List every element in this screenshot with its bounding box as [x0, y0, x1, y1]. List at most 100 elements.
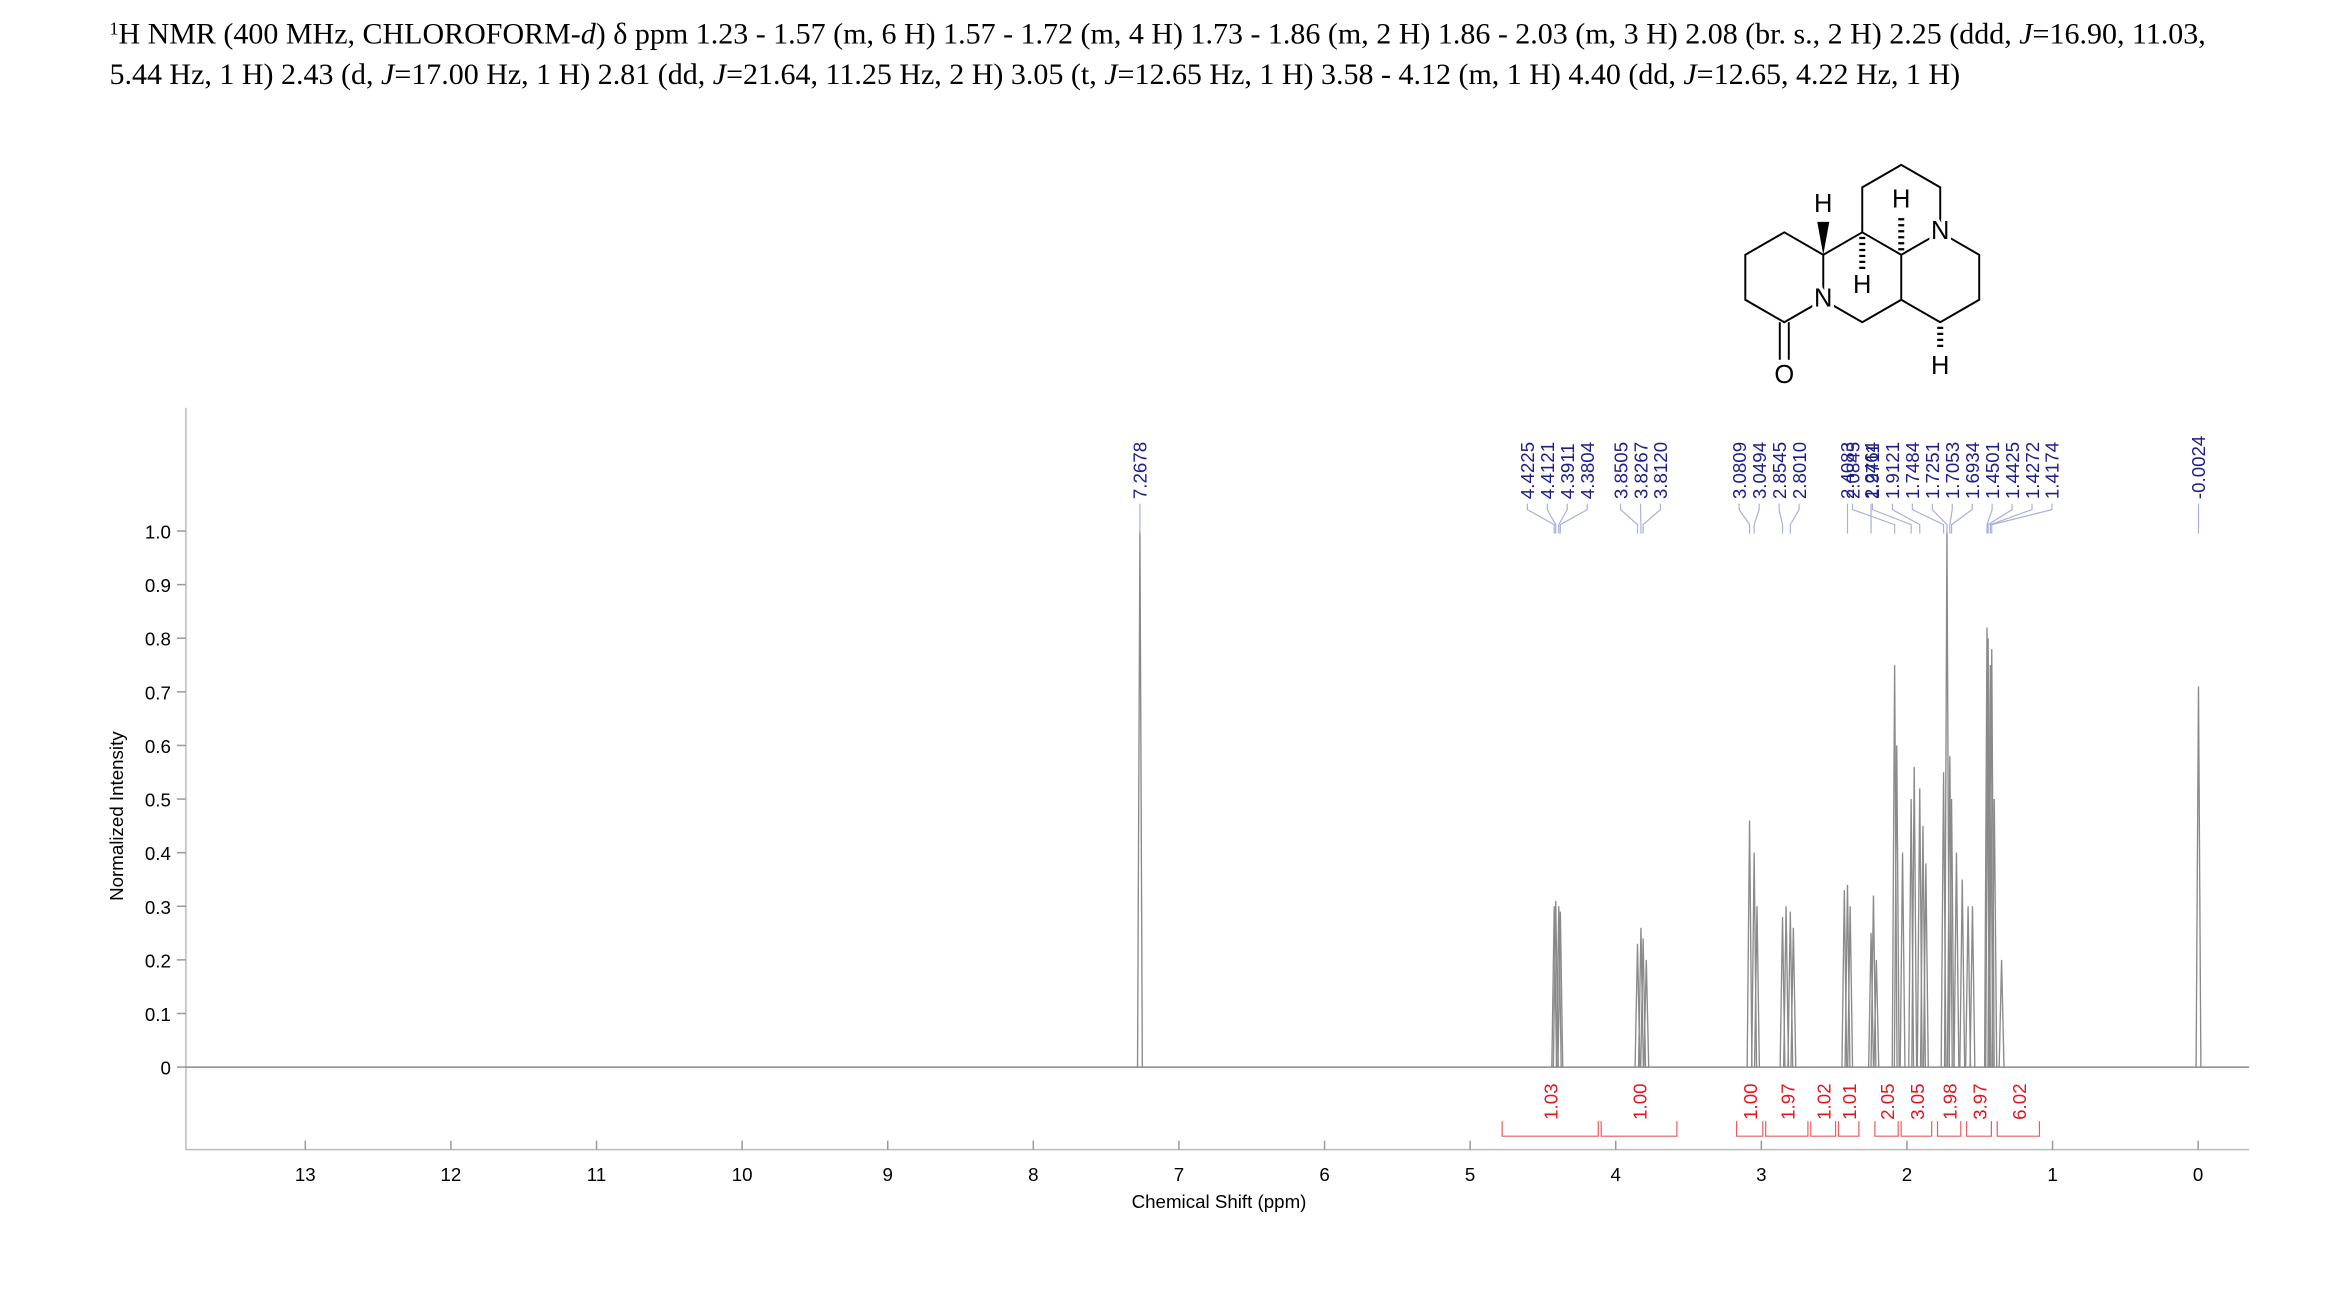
peak-label: 3.0494 [1749, 442, 1770, 499]
peak [1987, 665, 1994, 1068]
peak-label: 1.7053 [1942, 442, 1963, 499]
peak-connector [1871, 503, 1912, 534]
integral-label: 1.02 [1814, 1083, 1835, 1119]
x-tick-label: 3 [1756, 1164, 1766, 1185]
peak [1998, 959, 2005, 1068]
peak-connector [1911, 503, 1945, 534]
peak-label: 2.4083 [1837, 442, 1858, 499]
peak [1783, 906, 1790, 1068]
y-tick-label: 0.3 [145, 897, 171, 918]
peak [1948, 799, 1955, 1068]
peak [1643, 959, 1650, 1068]
x-tick-label: 10 [732, 1164, 753, 1185]
peak-label: 3.8505 [1610, 442, 1631, 499]
x-tick-label: 5 [1465, 1164, 1475, 1185]
peak-label: 1.4425 [2002, 442, 2023, 499]
peak [1873, 959, 1880, 1068]
peak-label: 4.4225 [1517, 442, 1538, 499]
peak [1911, 766, 1918, 1068]
peak-label: 4.3911 [1557, 443, 1578, 499]
peak-label: 1.4174 [2042, 442, 2063, 499]
peak-label: 1.7251 [1922, 442, 1943, 499]
integral-bracket [1501, 1121, 1599, 1137]
header-text: d [580, 17, 596, 51]
header-text: J [712, 58, 727, 92]
peak-connector [1891, 503, 1921, 534]
header-text: ) δ ppm 1.23 - 1.57 (m, 6 H) 1.57 - 1.72… [595, 17, 2020, 51]
y-tick-label: 0.1 [145, 1004, 171, 1025]
integral-label: 3.05 [1907, 1083, 1928, 1119]
peak-connector [1851, 503, 1896, 534]
x-tick-label: 9 [883, 1164, 893, 1185]
y-axis-label: Normalized Intensity [106, 731, 127, 901]
atom-label: O [1774, 361, 1794, 389]
peak-label: 4.3804 [1577, 442, 1598, 499]
integral-label: 2.05 [1877, 1083, 1898, 1119]
peak-label: 2.2464 [1861, 442, 1882, 499]
x-tick-label: 7 [1174, 1164, 1184, 1185]
peak [1867, 933, 1875, 1068]
header-text: =17.00 Hz, 1 H) 2.81 (dd, [394, 58, 713, 92]
peak [1953, 852, 1960, 1068]
integral-bracket [1966, 1121, 1992, 1137]
peak-label: 1.4501 [1982, 442, 2003, 499]
x-tick-label: 1 [2047, 1164, 2057, 1185]
peak-connector [1950, 503, 1973, 534]
atom-label: H [1853, 271, 1871, 299]
peak-label: 2.0845 [1842, 442, 1863, 499]
integral-bracket [1996, 1121, 2041, 1137]
peak-connector [1738, 503, 1751, 534]
peak [1136, 531, 1144, 1068]
peak [1746, 820, 1753, 1068]
integral-label: 1.03 [1541, 1083, 1562, 1119]
atom-label: H [1814, 190, 1832, 218]
peak-label: 4.4121 [1537, 442, 1558, 499]
y-tick-label: 0.8 [145, 629, 171, 650]
peak-connector [1546, 503, 1557, 534]
integral-label: 6.02 [2009, 1083, 2030, 1119]
x-tick-label: 8 [1028, 1164, 1038, 1185]
x-tick-label: 6 [1319, 1164, 1329, 1185]
peak [1899, 852, 1906, 1068]
peak-label: 7.2678 [1130, 442, 1151, 499]
integral-label: 1.97 [1777, 1083, 1798, 1119]
peak-label: 1.9711 [1862, 443, 1883, 499]
header-text: J [1683, 58, 1697, 92]
y-tick-label: 0.4 [145, 843, 171, 864]
peak-connector [1753, 503, 1760, 534]
peak [1965, 906, 1972, 1068]
bonds [1744, 163, 1981, 360]
atom-label: N [1931, 217, 1949, 245]
peak-label: 1.6934 [1962, 442, 1983, 499]
peak [1922, 863, 1929, 1068]
peak [1891, 665, 1898, 1068]
integral-bracket [1936, 1121, 1962, 1137]
y-tick-label: 0.6 [145, 736, 171, 757]
peak [1551, 906, 1558, 1068]
peak-label: 2.8010 [1789, 442, 1810, 499]
peak-connector [1559, 503, 1588, 534]
peak [1637, 927, 1645, 1068]
peak-connector [1778, 503, 1784, 534]
integral-bracket [1874, 1121, 1899, 1137]
peak-connector [1526, 503, 1555, 534]
x-tick-label: 4 [1611, 1164, 1621, 1185]
peak-label: 3.0809 [1729, 442, 1750, 499]
peak-connector [1789, 503, 1800, 534]
peak-connector [1558, 503, 1568, 534]
integral-bracket [1837, 1121, 1860, 1137]
peak [1959, 879, 1966, 1068]
peak [1555, 906, 1562, 1068]
header-text: =12.65 Hz, 1 H) 3.58 - 4.12 (m, 1 H) 4.4… [1117, 58, 1684, 92]
header-text: H NMR (400 MHz, CHLOROFORM- [118, 17, 581, 51]
integral-label: 1.00 [1740, 1083, 1761, 1119]
header-text: =16.90, 11.03, 5.44 Hz, 1 H) 2.43 (d, [109, 17, 2206, 92]
atom-label: H [1931, 352, 1949, 380]
peak [1790, 927, 1797, 1068]
x-tick-label: 0 [2193, 1164, 2203, 1185]
peak-connector [1987, 503, 2013, 534]
y-tick-label: 0.9 [145, 575, 171, 596]
peak [1946, 756, 1953, 1068]
integral-label: 1.01 [1839, 1083, 1860, 1119]
